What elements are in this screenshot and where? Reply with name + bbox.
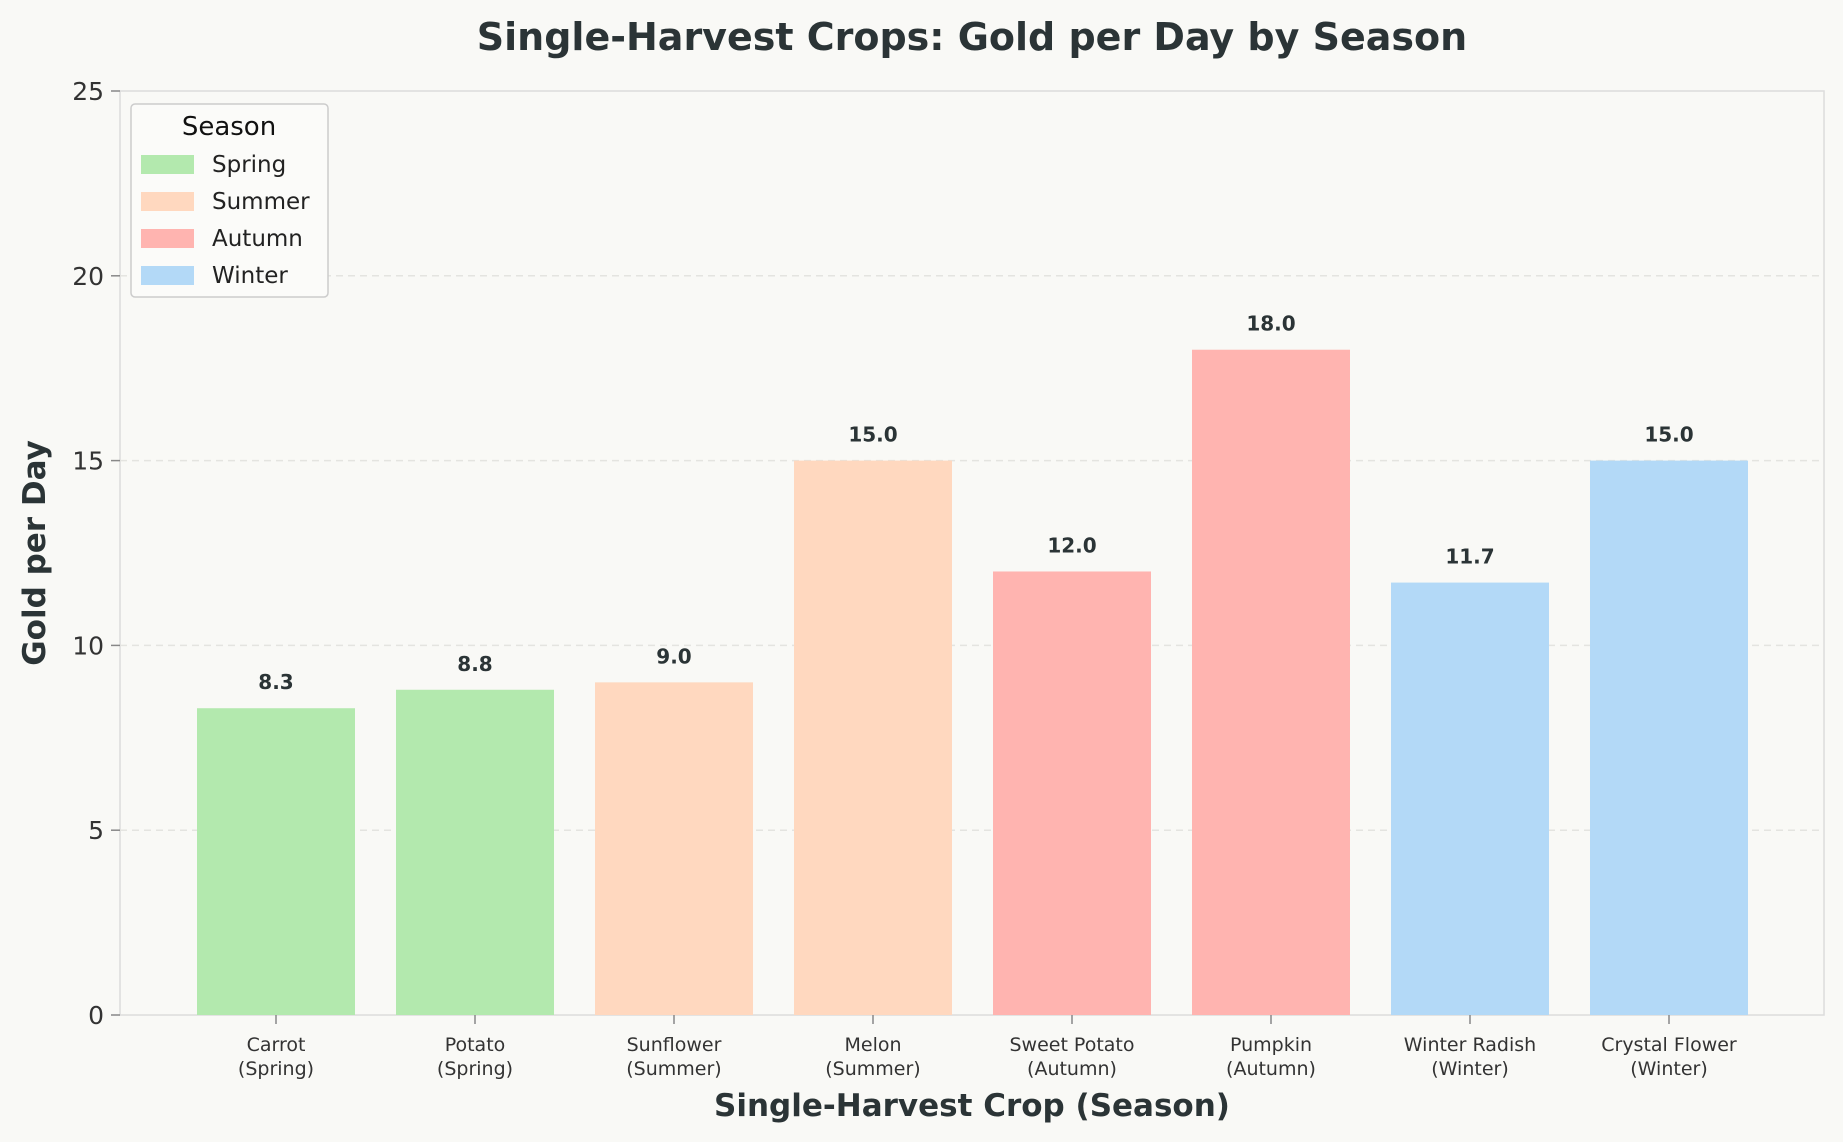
chart-title: Single-Harvest Crops: Gold per Day by Se… [477,15,1467,59]
legend-label: Summer [212,189,310,215]
y-tick-label: 25 [72,77,104,106]
bar-value-label: 12.0 [1047,533,1096,557]
x-tick-sublabel: (Spring) [238,1058,314,1080]
x-tick-label: Sunflower [627,1034,722,1056]
x-axis: Carrot(Spring)Potato(Spring)Sunflower(Su… [238,1015,1737,1080]
x-tick-label: Carrot [247,1034,306,1056]
legend-swatch [141,192,194,211]
y-tick-label: 0 [88,1001,104,1030]
x-tick-sublabel: (Spring) [437,1058,513,1080]
legend: Season Spring Summer Autumn Winter [130,103,329,298]
x-tick-sublabel: (Autumn) [1027,1058,1117,1080]
x-tick-sublabel: (Summer) [825,1058,920,1080]
legend-label: Autumn [212,226,303,252]
bar [595,682,753,1015]
bar [197,708,355,1015]
bar-value-label: 15.0 [848,423,897,447]
x-tick-label: Crystal Flower [1601,1034,1737,1056]
legend-swatch [141,155,194,174]
bar-value-label: 9.0 [656,644,691,668]
bar-value-label: 8.8 [457,652,492,676]
x-tick-label: Sweet Potato [1009,1034,1134,1056]
legend-box [130,103,329,298]
y-tick-label: 10 [72,631,104,660]
plot-area [119,90,1825,1016]
legend-swatch [141,229,194,248]
y-tick-label: 5 [88,816,104,845]
x-tick-sublabel: (Winter) [1630,1058,1707,1080]
y-tick-label: 15 [72,447,104,476]
bar-value-label: 8.3 [258,670,293,694]
y-tick-label: 20 [72,262,104,291]
legend-entries: Spring Summer Autumn Winter [141,152,310,289]
x-axis-label: Single-Harvest Crop (Season) [714,1088,1230,1124]
bar-value-label: 18.0 [1246,312,1295,336]
x-tick-label: Melon [844,1034,901,1056]
x-tick-sublabel: (Summer) [626,1058,721,1080]
bar [1192,349,1350,1016]
x-tick-label: Winter Radish [1404,1034,1536,1056]
legend-swatch [141,266,194,285]
bar [794,460,952,1016]
legend-title: Season [182,112,276,142]
x-tick-sublabel: (Autumn) [1226,1058,1316,1080]
bar-value-label: 11.7 [1445,545,1494,569]
x-tick-sublabel: (Winter) [1431,1058,1508,1080]
bar [1391,582,1549,1015]
bar [993,571,1151,1015]
bar-value-label: 15.0 [1644,423,1693,447]
y-axis-label: Gold per Day [17,440,53,666]
bar [396,689,554,1015]
legend-label: Spring [212,152,286,178]
x-tick-label: Pumpkin [1230,1034,1312,1056]
bar [1590,460,1748,1016]
x-tick-label: Potato [445,1034,506,1056]
y-axis: 0 5 10 15 20 25 [72,77,120,1030]
legend-label: Winter [212,263,288,289]
bars: 8.3 8.8 9.0 15.0 12.0 18.0 11.7 15.0 [197,312,1748,1016]
